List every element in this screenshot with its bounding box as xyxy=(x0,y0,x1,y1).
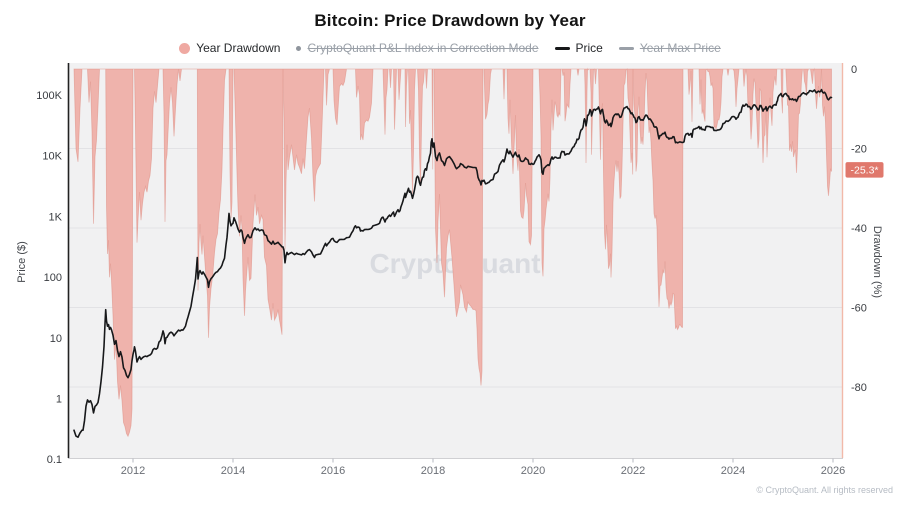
copyright-note: © CryptoQuant. All rights reserved xyxy=(756,485,893,495)
y-right-tick-label: -80 xyxy=(851,382,867,394)
svg-text:-25.3*: -25.3* xyxy=(850,164,878,176)
year-drawdown-area xyxy=(73,67,832,438)
chart-legend: Year Drawdown CryptoQuant P&L Index in C… xyxy=(0,40,900,56)
x-tick-label: 2020 xyxy=(521,465,545,477)
current-drawdown-badge: -25.3* xyxy=(845,162,884,178)
y-left-tick-label: 0.1 xyxy=(47,454,62,466)
y-right-axis-title: Drawdown (%) xyxy=(871,225,883,299)
y-left-tick-label: 10K xyxy=(42,151,62,163)
legend-item-pnl-index[interactable]: CryptoQuant P&L Index in Correction Mode xyxy=(296,41,539,55)
legend-label: Year Drawdown xyxy=(196,41,281,55)
x-tick-label: 2014 xyxy=(221,465,245,477)
page-title: Bitcoin: Price Drawdown by Year xyxy=(314,11,586,30)
year-max-price-marker-icon xyxy=(618,46,634,50)
y-right-tick-label: -60 xyxy=(851,303,867,315)
y-left-axis-title: Price ($) xyxy=(16,241,28,283)
year-drawdown-marker-icon xyxy=(179,42,191,54)
x-tick-label: 2018 xyxy=(421,465,445,477)
price-marker-icon xyxy=(554,46,570,50)
y-right-tick-label: -20 xyxy=(851,144,867,156)
x-tick-label: 2024 xyxy=(721,465,745,477)
legend-item-year-drawdown[interactable]: Year Drawdown xyxy=(179,41,280,55)
legend-item-year-max-price[interactable]: Year Max Price xyxy=(618,41,721,55)
legend-label: Year Max Price xyxy=(639,41,721,55)
legend-label: Price xyxy=(575,41,603,55)
y-left-tick-label: 10 xyxy=(50,333,62,345)
y-left-tick-label: 100K xyxy=(36,90,62,102)
x-tick-label: 2026 xyxy=(821,465,845,477)
y-left-tick-label: 100 xyxy=(44,272,62,284)
legend-item-price[interactable]: Price xyxy=(554,41,603,55)
y-right-tick-label: 0 xyxy=(851,64,857,76)
pnl-index-marker-icon xyxy=(296,45,302,51)
y-left-tick-label: 1 xyxy=(56,394,62,406)
x-tick-label: 2012 xyxy=(121,465,145,477)
price-line xyxy=(73,88,833,438)
x-tick-label: 2022 xyxy=(621,465,645,477)
y-left-tick-label: 1K xyxy=(49,211,63,223)
legend-label: CryptoQuant P&L Index in Correction Mode xyxy=(307,41,539,55)
y-right-tick-label: -40 xyxy=(851,223,867,235)
x-tick-label: 2016 xyxy=(321,465,345,477)
